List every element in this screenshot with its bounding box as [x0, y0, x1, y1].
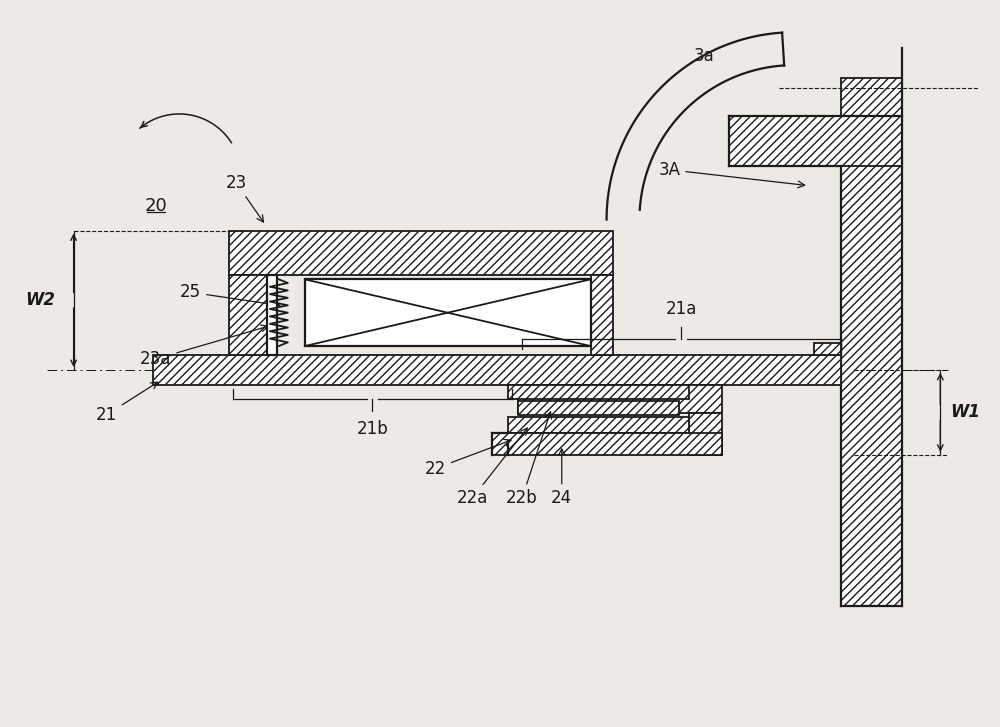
Bar	[267, 276, 277, 355]
Text: 23a: 23a	[140, 325, 268, 368]
Bar	[518, 385, 722, 413]
Text: 22: 22	[425, 439, 511, 478]
Bar	[305, 279, 591, 346]
Bar	[508, 417, 689, 433]
Text: 22b: 22b	[506, 411, 552, 507]
Bar	[814, 343, 841, 355]
Text: 22a: 22a	[456, 428, 527, 507]
Text: W2: W2	[26, 292, 56, 309]
Text: 20: 20	[145, 196, 168, 214]
Text: W1: W1	[950, 403, 980, 422]
Bar	[229, 230, 613, 276]
Bar	[689, 413, 722, 454]
Text: 3a: 3a	[694, 47, 715, 65]
Text: 21: 21	[96, 382, 158, 424]
Bar	[591, 276, 613, 355]
Bar	[841, 78, 902, 606]
Text: 3A: 3A	[658, 161, 805, 188]
Bar	[508, 385, 689, 399]
Bar	[729, 116, 902, 166]
Bar	[229, 276, 267, 355]
Text: 21b: 21b	[357, 419, 388, 438]
Text: 23: 23	[225, 174, 264, 222]
Text: 21a: 21a	[666, 300, 697, 318]
Text: 24: 24	[551, 449, 572, 507]
Text: 25: 25	[180, 284, 280, 308]
Bar	[153, 355, 841, 385]
Bar	[518, 401, 679, 415]
Bar	[492, 433, 722, 454]
